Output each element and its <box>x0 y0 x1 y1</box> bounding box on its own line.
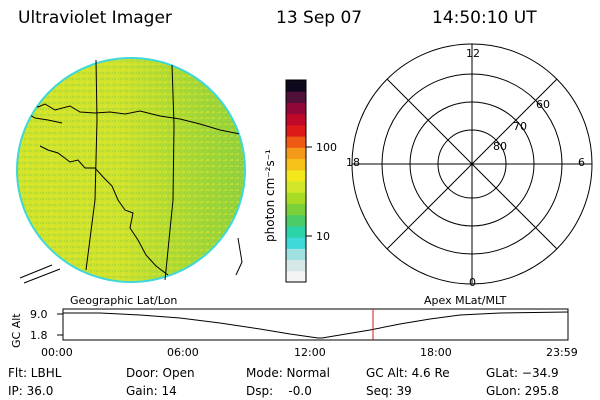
colorbar-band <box>286 181 306 193</box>
colorbar-band <box>286 259 306 272</box>
x-tick-0000: 00:00 <box>41 346 73 359</box>
info-glon: GLon: 295.8 <box>486 384 559 398</box>
colorbar <box>286 80 306 283</box>
info-filter: Flt: LBHL <box>8 366 62 380</box>
altitude-curve <box>63 311 569 339</box>
header-date: 13 Sep 07 <box>276 8 363 28</box>
lat-label-80: 80 <box>493 140 507 153</box>
colorbar-band <box>286 203 306 216</box>
colorbar-band <box>286 158 306 171</box>
x-tick-2359: 23:59 <box>546 346 578 359</box>
info-mode: Mode: Normal <box>246 366 330 380</box>
colorbar-band <box>286 192 306 204</box>
colorbar-band <box>286 124 306 137</box>
info-ip: IP: 36.0 <box>8 384 54 398</box>
header-time: 14:50:10 UT <box>432 8 537 28</box>
mlt-label-12: 12 <box>466 47 480 60</box>
info-door: Door: Open <box>126 366 195 380</box>
lat-label-60: 60 <box>536 98 550 111</box>
colorbar-band <box>286 248 306 261</box>
lat-label-70: 70 <box>513 120 527 133</box>
colorbar-band <box>286 270 306 283</box>
timeline-left-label: Geographic Lat/Lon <box>70 294 178 307</box>
info-gain: Gain: 14 <box>126 384 177 398</box>
colorbar-band <box>286 214 306 227</box>
info-gc-alt: GC Alt: 4.6 Re <box>366 366 450 380</box>
polar-plot <box>351 43 593 285</box>
colorbar-unit-label: photon cm⁻²s⁻¹ <box>263 149 277 242</box>
colorbar-frame <box>285 79 307 283</box>
colorbar-band <box>286 91 306 103</box>
colorbar-band <box>286 136 306 148</box>
colorbar-band <box>286 102 306 115</box>
timeline-right-label: Apex MLat/MLT <box>424 294 507 307</box>
mlt-label-18: 18 <box>346 156 360 169</box>
colorbar-band <box>286 237 306 249</box>
meridian-lines <box>85 59 175 281</box>
colorbar-label-10: 10 <box>316 230 330 243</box>
colorbar-band <box>286 225 306 238</box>
x-tick-0600: 06:00 <box>167 346 199 359</box>
timeline-plot <box>57 308 569 341</box>
uv-image-disk <box>16 57 246 283</box>
colorbar-band <box>286 113 306 126</box>
colorbar-label-100: 100 <box>316 141 337 154</box>
colorbar-band <box>286 147 306 160</box>
colorbar-band <box>286 169 306 182</box>
mlt-label-6: 6 <box>578 156 585 169</box>
mlt-label-0: 0 <box>469 276 476 289</box>
colorbar-band <box>286 80 306 92</box>
outer-coastline-fragments <box>19 237 243 284</box>
x-tick-1200: 12:00 <box>294 346 326 359</box>
info-glat: GLat: −34.9 <box>486 366 559 380</box>
instrument-title: Ultraviolet Imager <box>18 8 172 28</box>
timeline-y-axis-label: GC Alt <box>10 313 23 348</box>
x-tick-1800: 18:00 <box>420 346 452 359</box>
y-tick-9: 9.0 <box>30 308 48 321</box>
info-dsp: Dsp: -0.0 <box>246 384 312 398</box>
y-tick-1-8: 1.8 <box>30 329 48 342</box>
info-seq: Seq: 39 <box>366 384 412 398</box>
